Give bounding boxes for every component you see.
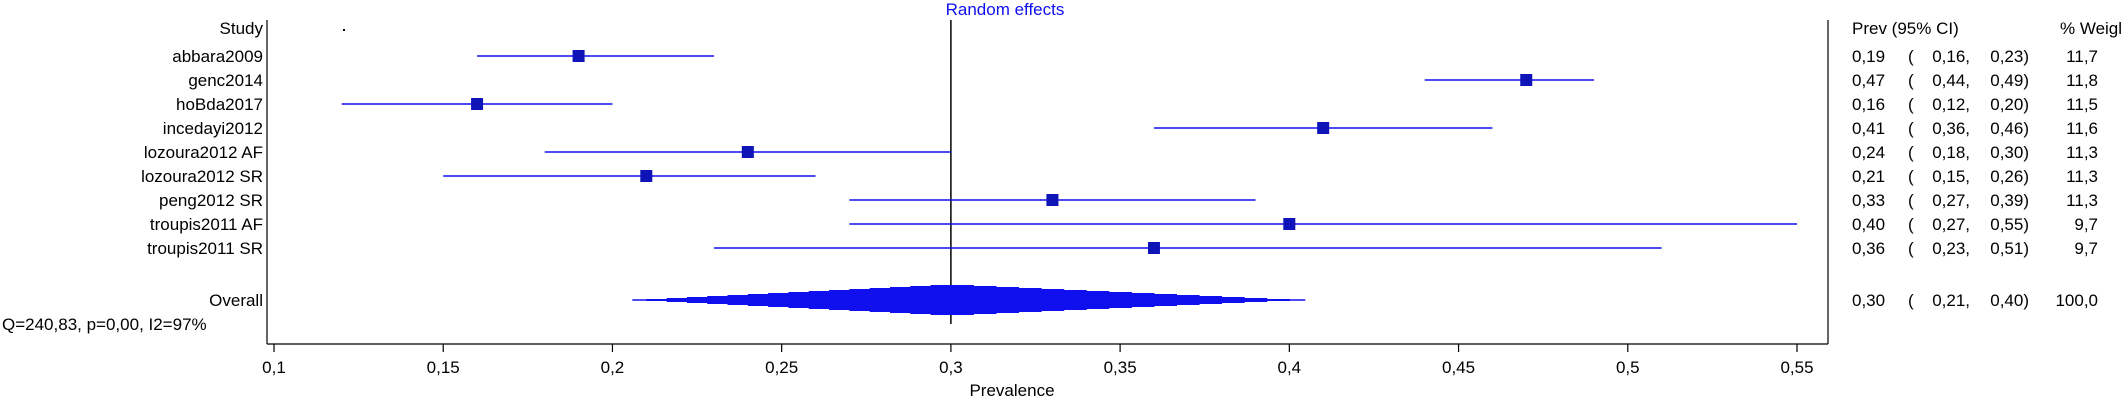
weight-value: 11,7 (2066, 47, 2098, 66)
ci-open-paren: ( (1908, 191, 1914, 210)
ci-open-paren: ( (1908, 167, 1914, 186)
ci-lower: 0,36, (1932, 119, 1970, 138)
study-row: abbara2009 0,19 (0,16, 0,23) 11,7 (172, 47, 2098, 66)
study-row: genc2014 0,47 (0,44, 0,49) 11,8 (188, 71, 2098, 90)
prev-value: 0,40 (1852, 215, 1885, 234)
weight-value: 9,7 (2074, 239, 2098, 258)
weight-value: 9,7 (2074, 215, 2098, 234)
study-row: lozoura2012 SR 0,21 (0,15, 0,26) 11,3 (141, 167, 2098, 186)
weight-value: 11,8 (2066, 71, 2098, 90)
chart-title: Random effects (946, 0, 1065, 19)
prev-value: 0,33 (1852, 191, 1885, 210)
x-axis-label: Prevalence (969, 381, 1054, 400)
stray-dot (343, 29, 345, 31)
point-estimate-marker (1046, 194, 1059, 206)
overall-label: Overall (209, 291, 263, 310)
prev-value: 0,19 (1852, 47, 1885, 66)
prev-value: 0,41 (1852, 119, 1885, 138)
study-label: genc2014 (188, 71, 263, 90)
study-label: hoBda2017 (176, 95, 263, 114)
study-label: troupis2011 AF (150, 215, 263, 234)
ci-lower: 0,18, (1932, 143, 1970, 162)
point-estimate-marker (1283, 218, 1296, 230)
study-row: lozoura2012 AF 0,24 (0,18, 0,30) 11,3 (144, 143, 2098, 162)
prev-value: 0,24 (1852, 143, 1885, 162)
x-tick-label: 0,15 (427, 358, 460, 377)
study-label: lozoura2012 AF (144, 143, 263, 162)
ci-upper: 0,40) (1990, 291, 2029, 310)
ci-open-paren: ( (1908, 291, 1914, 310)
x-tick-label: 0,55 (1780, 358, 1813, 377)
prev-value: 0,36 (1852, 239, 1885, 258)
ci-upper: 0,23) (1990, 47, 2029, 66)
ci-open-paren: ( (1908, 71, 1914, 90)
ci-upper: 0,55) (1990, 215, 2029, 234)
point-estimate-marker (1520, 74, 1533, 86)
ci-open-paren: ( (1908, 215, 1914, 234)
study-label: troupis2011 SR (147, 239, 263, 258)
point-estimate-marker (1317, 122, 1330, 134)
ci-open-paren: ( (1908, 95, 1914, 114)
study-label: incedayi2012 (163, 119, 263, 138)
ci-upper: 0,49) (1990, 71, 2029, 90)
point-estimate-marker (1147, 242, 1160, 254)
x-ticks: 0,1 0,15 0,2 0,25 0,3 0,35 0,4 0,45 0,5 0,55 (262, 344, 1814, 377)
heterogeneity-stats: Q=240,83, p=0,00, I2=97% (2, 315, 207, 334)
x-tick-label: 0,1 (262, 358, 286, 377)
ci-lower: 0,16, (1932, 47, 1970, 66)
x-tick-label: 0,45 (1442, 358, 1475, 377)
ci-lower: 0,27, (1932, 191, 1970, 210)
x-tick-label: 0,25 (765, 358, 798, 377)
ci-lower: 0,27, (1932, 215, 1970, 234)
study-row: hoBda2017 0,16 (0,12, 0,20) 11,5 (176, 95, 2098, 114)
study-row: incedayi2012 0,41 (0,36, 0,46) 11,6 (163, 119, 2098, 138)
point-estimate-marker (640, 170, 653, 182)
study-row: troupis2011 SR 0,36 (0,23, 0,51) 9,7 (147, 239, 2098, 258)
ci-open-paren: ( (1908, 119, 1914, 138)
weight-value: 11,3 (2066, 167, 2098, 186)
prev-value: 0,30 (1852, 291, 1885, 310)
ci-upper: 0,20) (1990, 95, 2029, 114)
study-rows: abbara2009 0,19 (0,16, 0,23) 11,7 genc2014 0,4… (141, 47, 2098, 258)
weight-value: 11,6 (2066, 119, 2098, 138)
x-tick-label: 0,2 (601, 358, 625, 377)
study-label: abbara2009 (172, 47, 263, 66)
point-estimate-marker (471, 98, 484, 110)
x-tick-label: 0,4 (1278, 358, 1302, 377)
ci-lower: 0,44, (1932, 71, 1970, 90)
ci-upper: 0,51) (1990, 239, 2029, 258)
ci-upper: 0,46) (1990, 119, 2029, 138)
ci-lower: 0,23, (1932, 239, 1970, 258)
weight-value: 11,3 (2066, 143, 2098, 162)
point-estimate-marker (741, 146, 754, 158)
ci-lower: 0,15, (1932, 167, 1970, 186)
x-tick-label: 0,35 (1104, 358, 1137, 377)
ci-column-header: Prev (95% CI) (1852, 19, 1959, 38)
ci-upper: 0,30) (1990, 143, 2029, 162)
ci-open-paren: ( (1908, 143, 1914, 162)
ci-upper: 0,26) (1990, 167, 2029, 186)
prev-value: 0,16 (1852, 95, 1885, 114)
ci-upper: 0,39) (1990, 191, 2029, 210)
ci-open-paren: ( (1908, 47, 1914, 66)
point-estimate-marker (572, 50, 585, 62)
weight-value: 11,5 (2066, 95, 2098, 114)
x-tick-label: 0,5 (1616, 358, 1640, 377)
x-tick-label: 0,3 (939, 358, 963, 377)
study-label: lozoura2012 SR (141, 167, 263, 186)
ci-lower: 0,21, (1932, 291, 1970, 310)
prev-value: 0,47 (1852, 71, 1885, 90)
study-column-header: Study (220, 19, 264, 38)
study-label: peng2012 SR (159, 191, 263, 210)
ci-lower: 0,12, (1932, 95, 1970, 114)
overall-row: Overall 0,30 (0,21, 0,40) 100,0 (209, 285, 2098, 315)
study-row: peng2012 SR 0,33 (0,27, 0,39) 11,3 (159, 191, 2098, 210)
weight-value: 11,3 (2066, 191, 2098, 210)
weight-column-header: % Weigl (2060, 19, 2122, 38)
study-row: troupis2011 AF 0,40 (0,27, 0,55) 9,7 (150, 215, 2098, 234)
ci-open-paren: ( (1908, 239, 1914, 258)
prev-value: 0,21 (1852, 167, 1885, 186)
weight-value: 100,0 (2055, 291, 2098, 310)
